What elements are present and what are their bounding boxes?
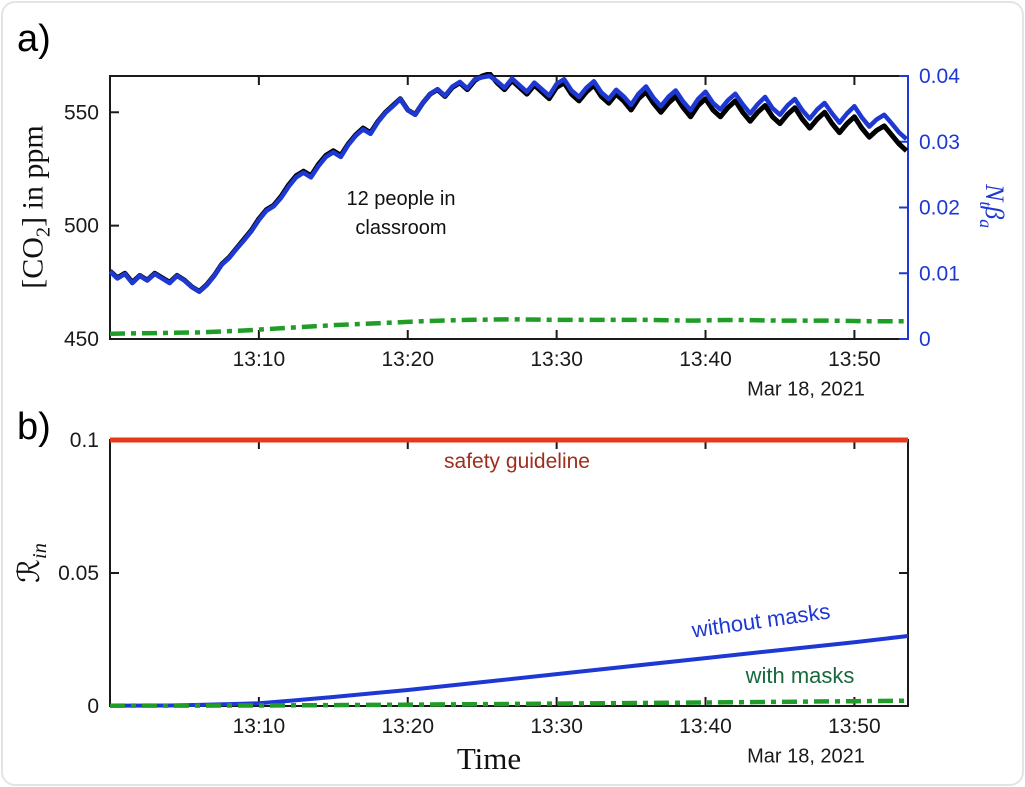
- y-tick-label: 450: [64, 328, 99, 351]
- y-right-tick-label: 0.02: [919, 197, 960, 220]
- x-tick-label: 13:30: [530, 715, 583, 738]
- x-tick-label: 13:50: [828, 715, 881, 738]
- y-tick-label: 500: [64, 215, 99, 238]
- date-label-panel-b: Mar 18, 2021: [747, 745, 865, 768]
- y-right-tick-label: 0.04: [919, 65, 960, 88]
- co2-axis-label: [CO2] in ppm: [17, 125, 56, 289]
- rin-axis-label-sub: in: [29, 543, 51, 559]
- x-tick-label: 13:40: [679, 348, 732, 371]
- ntba-axis-label-n: N: [980, 183, 1010, 202]
- series-nt-beta-a: [109, 73, 908, 294]
- x-tick-label: 13:30: [530, 348, 583, 371]
- x-tick-label: 13:10: [233, 715, 286, 738]
- panel-a: 13:10 13:20 13:30 13:40 13:50 450 500 550 0 0.01 0…: [64, 65, 960, 371]
- panel-a-series: [109, 72, 909, 336]
- co2-axis-label-sub: 2: [32, 226, 55, 238]
- series-nt-beta-a-with-masks: [109, 317, 907, 336]
- series-with-masks: [109, 698, 909, 708]
- classroom-annotation-line1: 12 people in: [346, 188, 456, 210]
- x-tick-label: 13:20: [381, 348, 434, 371]
- panel-a-letter: a): [17, 18, 51, 60]
- ntba-axis-label-a: a: [975, 219, 996, 229]
- x-tick-label: 13:40: [679, 715, 732, 738]
- y-right-tick-label: 0.01: [919, 262, 960, 285]
- classroom-annotation: 12 people in classroom: [347, 185, 456, 243]
- safety-guideline-label: safety guideline: [444, 450, 590, 473]
- rin-axis-label-r: ℛ: [12, 558, 47, 583]
- x-tick-label: 13:20: [381, 715, 434, 738]
- y-tick-label: 0.1: [70, 429, 99, 452]
- ntba-axis-label-beta: β: [980, 206, 1010, 220]
- time-axis-label: Time: [456, 741, 522, 776]
- co2-axis-label-pre: [CO: [16, 237, 50, 289]
- with-masks-label: with masks: [745, 663, 855, 688]
- y-right-tick-label: 0: [919, 328, 931, 351]
- rin-axis-label: ℛin: [12, 543, 52, 583]
- co2-axis-label-post: ] in ppm: [16, 125, 50, 227]
- date-label-panel-a: Mar 18, 2021: [747, 378, 865, 401]
- y-tick-label: 0: [87, 695, 99, 718]
- panel-b: 13:10 13:20 13:30 13:40 13:50 0 0.05 0.1: [58, 429, 909, 738]
- y-tick-label: 550: [64, 101, 99, 124]
- x-tick-label: 13:50: [828, 348, 881, 371]
- panel-b-series: [109, 437, 909, 708]
- y-right-tick-label: 0.03: [919, 131, 960, 154]
- y-tick-label: 0.05: [58, 562, 99, 585]
- classroom-annotation-line2: classroom: [355, 217, 447, 239]
- panel-b-letter: b): [17, 406, 51, 448]
- ntba-axis-label: Ntβa: [975, 184, 1009, 228]
- x-tick-label: 13:10: [233, 348, 286, 371]
